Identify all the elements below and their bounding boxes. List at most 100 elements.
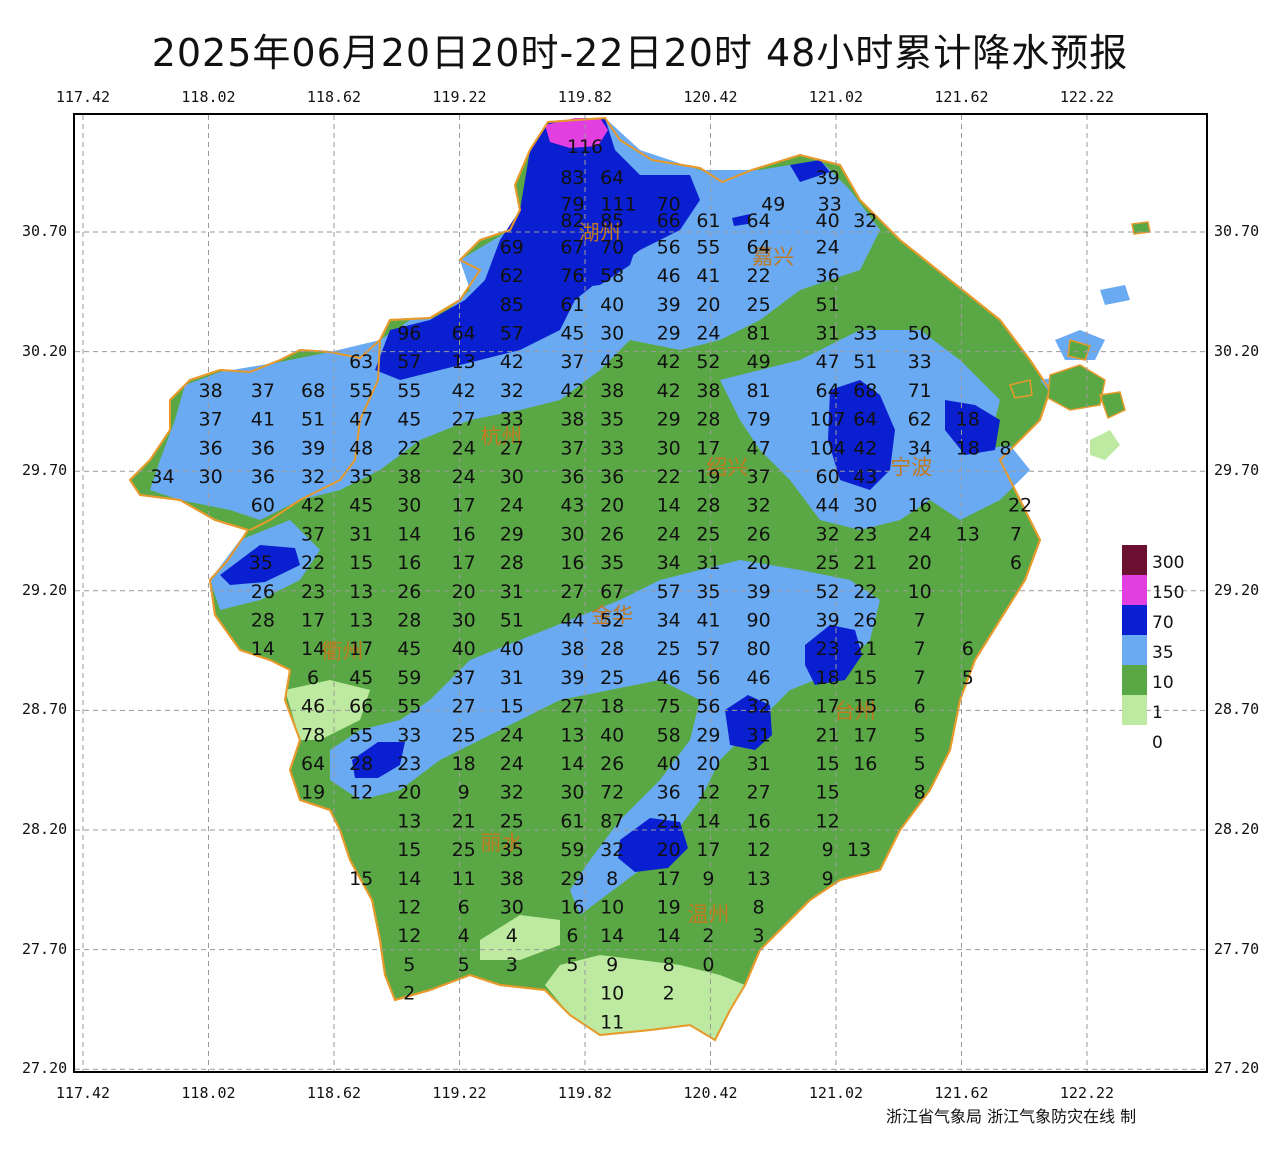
- station-value: 22: [1008, 495, 1032, 517]
- station-value: 6: [914, 696, 926, 718]
- station-value: 19: [657, 897, 681, 919]
- station-value: 31: [500, 581, 524, 603]
- dark-blue-qz: [352, 742, 405, 778]
- lon-tick-bottom-2: 118.62: [306, 1084, 362, 1102]
- station-value: 12: [397, 925, 421, 947]
- station-value: 51: [500, 610, 524, 632]
- station-value: 36: [251, 437, 275, 459]
- lon-tick-bottom-4: 119.82: [557, 1084, 613, 1102]
- station-value: 57: [696, 638, 720, 660]
- station-value: 18: [452, 753, 476, 775]
- station-value: 0: [702, 954, 714, 976]
- station-value: 30: [657, 437, 681, 459]
- legend-label-5: 1: [1152, 703, 1163, 723]
- station-value: 57: [657, 581, 681, 603]
- station-value: 15: [397, 839, 421, 861]
- station-value: 39: [816, 167, 840, 189]
- station-value: 12: [816, 810, 840, 832]
- station-value: 10: [600, 983, 624, 1005]
- station-value: 17: [696, 437, 720, 459]
- station-value: 38: [560, 409, 584, 431]
- station-value: 20: [696, 753, 720, 775]
- station-value: 14: [301, 638, 325, 660]
- dark-blue-nb: [828, 380, 895, 490]
- station-value: 35: [600, 409, 624, 431]
- station-value: 57: [397, 351, 421, 373]
- magenta-peak: [545, 118, 608, 148]
- station-value: 22: [747, 265, 771, 287]
- station-value: 16: [452, 523, 476, 545]
- lat-tick-right-6: 27.70: [1214, 939, 1260, 958]
- city-label-1: 嘉兴: [752, 245, 794, 269]
- station-value: 22: [397, 437, 421, 459]
- station-value: 22: [301, 552, 325, 574]
- dark-blue-sw: [220, 545, 300, 585]
- station-value: 28: [251, 610, 275, 632]
- legend-label-6: 0: [1152, 733, 1163, 753]
- station-value: 5: [914, 724, 926, 746]
- station-value: 7: [914, 638, 926, 660]
- lon-tick-top-5: 120.42: [683, 88, 738, 106]
- station-value: 11: [452, 868, 476, 890]
- station-value: 51: [853, 351, 877, 373]
- station-value: 27: [560, 581, 584, 603]
- station-value: 39: [747, 581, 771, 603]
- station-value: 40: [500, 638, 524, 660]
- station-value: 87: [600, 810, 624, 832]
- station-value: 64: [301, 753, 325, 775]
- station-value: 36: [560, 466, 584, 488]
- station-value: 18: [600, 696, 624, 718]
- station-value: 21: [452, 810, 476, 832]
- station-value: 27: [452, 696, 476, 718]
- station-value: 17: [349, 638, 373, 660]
- station-value: 22: [853, 581, 877, 603]
- station-value: 38: [500, 868, 524, 890]
- station-value: 30: [397, 495, 421, 517]
- station-value: 9: [458, 782, 470, 804]
- station-value: 30: [500, 897, 524, 919]
- station-value: 15: [500, 696, 524, 718]
- station-value: 64: [452, 322, 476, 344]
- station-value: 26: [600, 753, 624, 775]
- city-label-8: 丽水: [480, 831, 522, 855]
- station-value: 50: [908, 322, 932, 344]
- grid-lines: [75, 115, 1206, 1071]
- station-value: 52: [696, 351, 720, 373]
- station-value: 67: [560, 236, 584, 258]
- station-value: 31: [747, 724, 771, 746]
- station-value: 42: [657, 380, 681, 402]
- station-value: 36: [198, 437, 222, 459]
- station-value: 25: [500, 810, 524, 832]
- station-value: 41: [696, 265, 720, 287]
- station-value: 24: [657, 523, 681, 545]
- station-value: 7: [914, 667, 926, 689]
- station-value: 16: [397, 552, 421, 574]
- station-value: 19: [301, 782, 325, 804]
- station-value: 29: [657, 409, 681, 431]
- station-value: 82: [560, 210, 584, 232]
- station-value: 26: [600, 523, 624, 545]
- station-value: 42: [560, 380, 584, 402]
- lat-tick-left-4: 28.70: [22, 700, 68, 719]
- station-value: 13: [847, 839, 871, 861]
- station-value: 25: [452, 839, 476, 861]
- station-value: 45: [349, 667, 373, 689]
- light-green-s2: [480, 915, 560, 960]
- zhoushan-islands: [1008, 221, 1151, 420]
- station-value: 32: [816, 523, 840, 545]
- station-value: 32: [301, 466, 325, 488]
- station-value: 62: [908, 409, 932, 431]
- lon-tick-top-4: 119.82: [557, 88, 613, 106]
- station-value: 10: [908, 581, 932, 603]
- station-value: 3: [753, 925, 765, 947]
- station-value: 33: [818, 193, 842, 215]
- station-value: 83: [560, 167, 584, 189]
- station-value: 35: [249, 552, 273, 574]
- station-value: 56: [696, 696, 720, 718]
- station-value: 29: [696, 724, 720, 746]
- station-value: 31: [816, 322, 840, 344]
- station-value: 33: [908, 351, 932, 373]
- station-value: 66: [349, 696, 373, 718]
